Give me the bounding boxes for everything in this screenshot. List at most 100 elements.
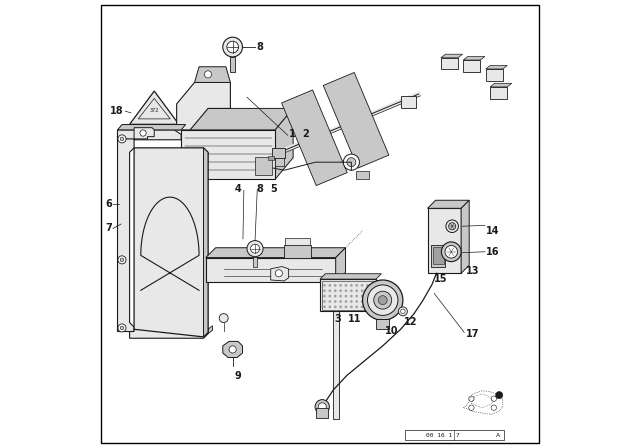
- Circle shape: [323, 289, 326, 292]
- Circle shape: [366, 306, 369, 308]
- Circle shape: [347, 158, 356, 167]
- Circle shape: [323, 300, 326, 303]
- Circle shape: [446, 220, 458, 233]
- Bar: [428, 208, 461, 273]
- Bar: [401, 96, 417, 108]
- Bar: [322, 281, 374, 310]
- Bar: [441, 58, 458, 69]
- Polygon shape: [486, 65, 508, 69]
- Polygon shape: [118, 125, 186, 130]
- Polygon shape: [428, 200, 469, 208]
- Polygon shape: [320, 274, 381, 279]
- Bar: [431, 245, 445, 267]
- Circle shape: [339, 295, 342, 297]
- Bar: [333, 280, 339, 419]
- Circle shape: [334, 306, 337, 308]
- Polygon shape: [271, 267, 289, 281]
- Polygon shape: [118, 130, 181, 140]
- Text: 9: 9: [235, 371, 242, 381]
- Circle shape: [343, 154, 360, 170]
- Text: 18: 18: [110, 106, 124, 116]
- Bar: [463, 60, 481, 72]
- Circle shape: [328, 289, 332, 292]
- Polygon shape: [181, 108, 293, 130]
- Circle shape: [345, 295, 348, 297]
- Circle shape: [251, 244, 260, 253]
- Circle shape: [361, 289, 364, 292]
- Bar: [271, 148, 285, 158]
- Polygon shape: [461, 200, 469, 273]
- Text: 8: 8: [257, 184, 263, 194]
- Circle shape: [355, 295, 358, 297]
- Circle shape: [345, 284, 348, 287]
- Circle shape: [355, 300, 358, 303]
- Circle shape: [140, 130, 146, 136]
- Circle shape: [275, 270, 282, 277]
- Circle shape: [339, 284, 342, 287]
- Circle shape: [328, 284, 332, 287]
- Circle shape: [339, 306, 342, 308]
- Circle shape: [361, 306, 364, 308]
- Circle shape: [315, 400, 330, 414]
- Circle shape: [328, 306, 332, 308]
- Circle shape: [449, 223, 456, 230]
- Polygon shape: [130, 91, 179, 125]
- Circle shape: [328, 300, 332, 303]
- Text: 2: 2: [302, 129, 309, 139]
- Circle shape: [323, 306, 326, 308]
- Polygon shape: [490, 83, 512, 87]
- Polygon shape: [230, 57, 236, 72]
- Polygon shape: [253, 257, 257, 267]
- Bar: [356, 171, 369, 179]
- Circle shape: [350, 300, 353, 303]
- Circle shape: [120, 258, 124, 262]
- Circle shape: [334, 300, 337, 303]
- Circle shape: [328, 295, 332, 297]
- Circle shape: [367, 285, 398, 315]
- Circle shape: [366, 295, 369, 297]
- Polygon shape: [204, 148, 208, 337]
- Polygon shape: [134, 148, 208, 337]
- Bar: [181, 130, 275, 179]
- Circle shape: [361, 284, 364, 287]
- Circle shape: [120, 326, 124, 330]
- Polygon shape: [118, 134, 134, 332]
- Circle shape: [366, 284, 369, 287]
- Polygon shape: [441, 54, 463, 58]
- Circle shape: [118, 256, 126, 264]
- Circle shape: [118, 135, 126, 143]
- Text: 372: 372: [150, 108, 159, 113]
- Polygon shape: [335, 248, 346, 282]
- Bar: [285, 238, 310, 245]
- Circle shape: [398, 307, 408, 316]
- Circle shape: [219, 314, 228, 323]
- Bar: [316, 408, 328, 418]
- Text: A: A: [496, 432, 500, 438]
- Circle shape: [366, 300, 369, 303]
- Polygon shape: [463, 56, 485, 60]
- Circle shape: [350, 289, 353, 292]
- Circle shape: [355, 306, 358, 308]
- Circle shape: [339, 300, 342, 303]
- Polygon shape: [223, 341, 243, 358]
- Circle shape: [350, 295, 353, 297]
- Circle shape: [247, 241, 263, 257]
- Circle shape: [120, 137, 124, 141]
- Text: 1: 1: [289, 129, 296, 139]
- Text: 5: 5: [270, 184, 276, 194]
- Polygon shape: [275, 108, 293, 179]
- Bar: [284, 245, 311, 258]
- Text: 00 16 1 7: 00 16 1 7: [426, 432, 460, 438]
- Circle shape: [204, 71, 212, 78]
- Bar: [486, 69, 503, 81]
- Circle shape: [374, 291, 392, 309]
- Text: 11: 11: [348, 314, 362, 324]
- Polygon shape: [177, 82, 230, 130]
- Text: 12: 12: [404, 317, 418, 327]
- Circle shape: [334, 295, 337, 297]
- Circle shape: [323, 284, 326, 287]
- Text: 10: 10: [385, 326, 399, 336]
- Bar: [433, 247, 444, 264]
- Bar: [206, 258, 335, 282]
- Circle shape: [355, 284, 358, 287]
